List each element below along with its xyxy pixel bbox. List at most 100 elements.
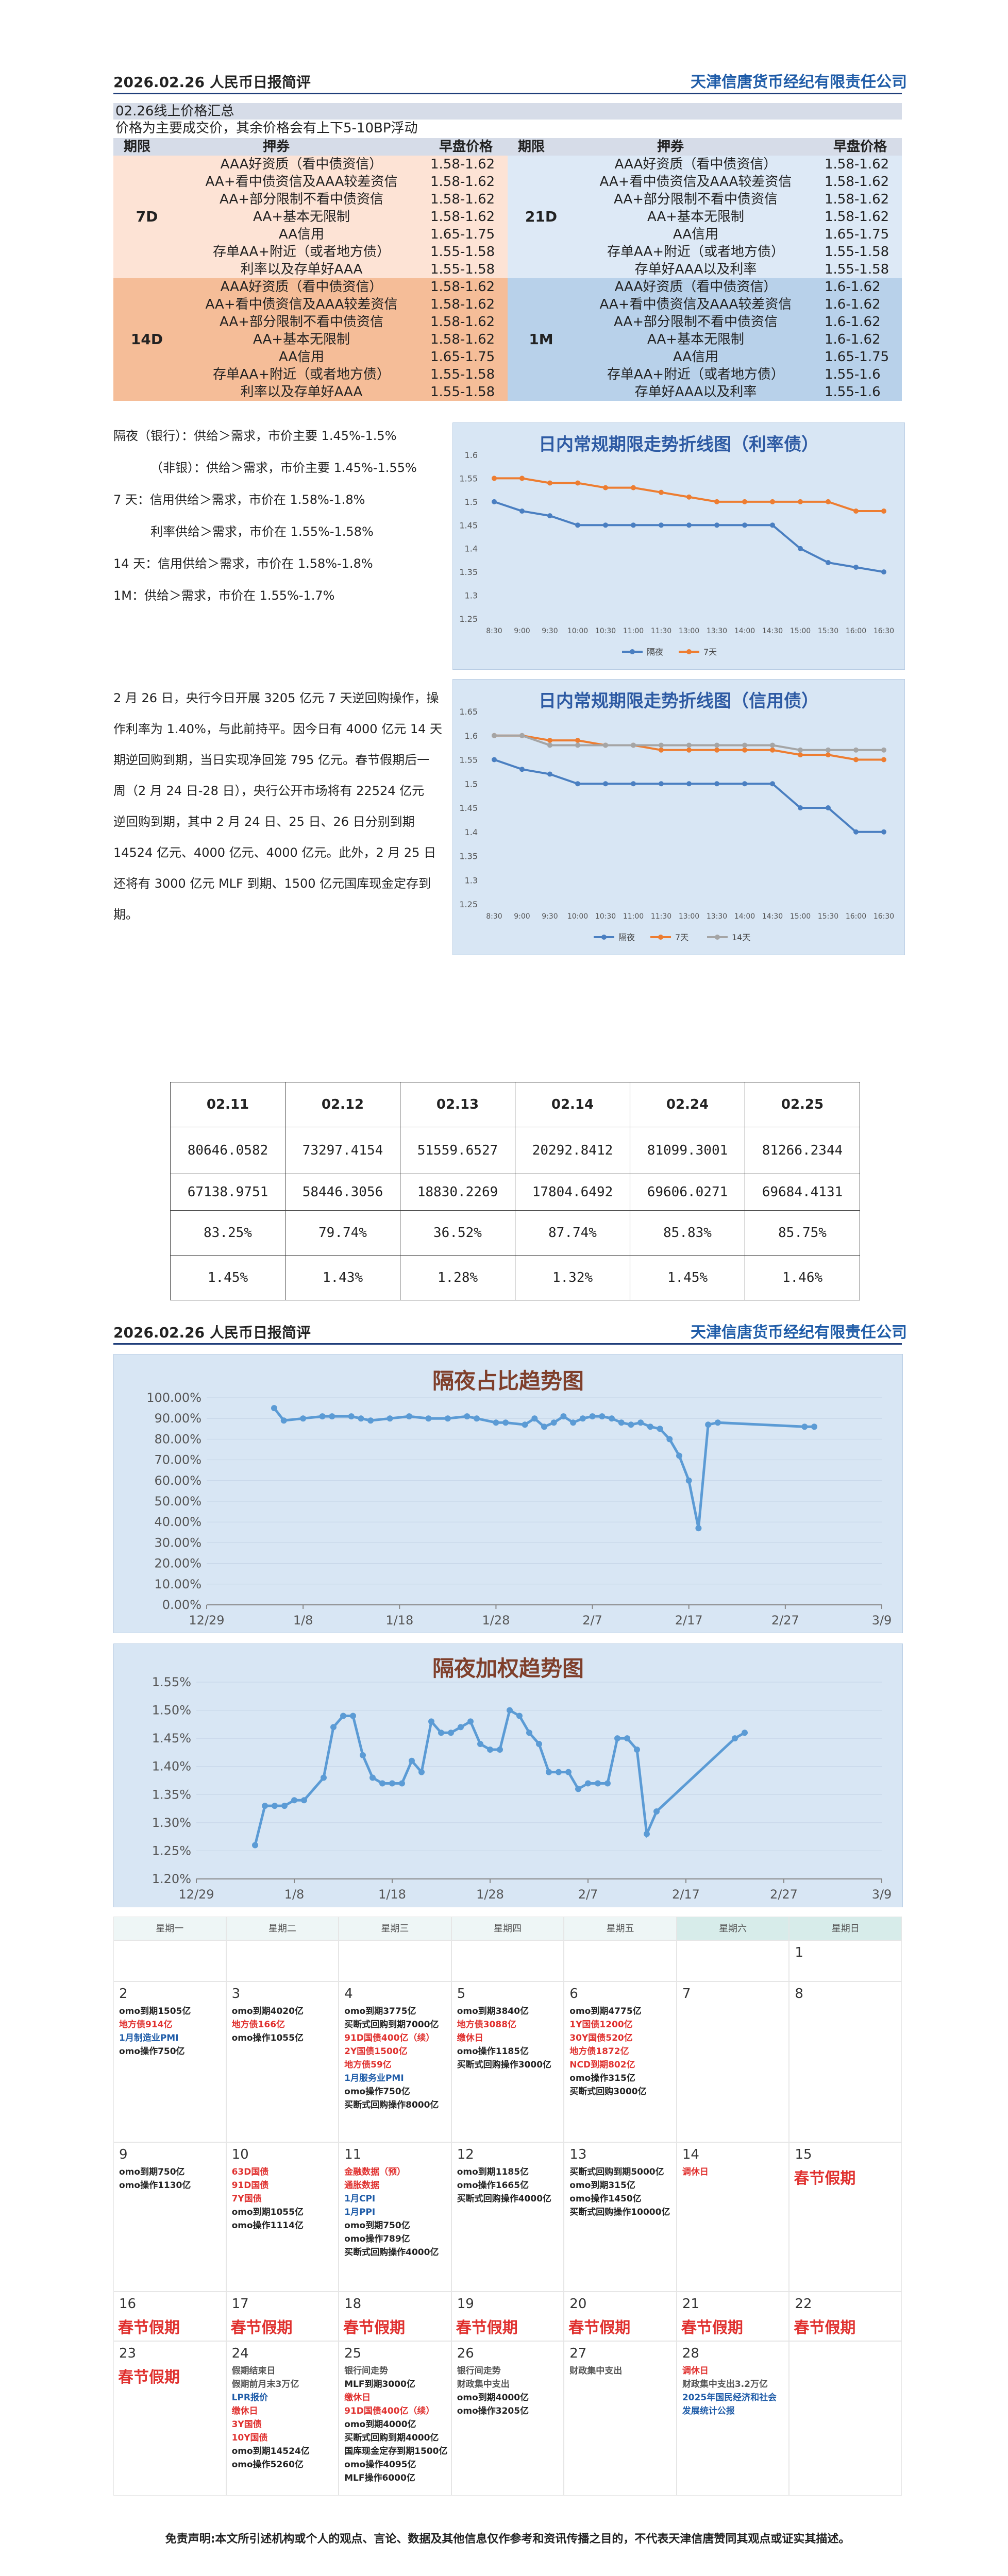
overnight-weighted-svg: 1.20% 1.25% 1.30% 1.35% 1.40% 1.45% 1.50% 1.55%… — [152, 1675, 892, 1902]
price-cell: 1.58-1.62 — [430, 279, 495, 295]
collateral-cell: AAA好资质（看中债资信） — [614, 279, 777, 295]
x-tick-label: 1/8 — [284, 1887, 305, 1902]
x-tick-label: 10:30 — [595, 627, 616, 635]
price-header-row: 期限 押券 早盘价格 — [113, 138, 508, 156]
price-summary-subtitle: 价格为主要成交价，其余价格会有上下5-10BP浮动 — [115, 121, 418, 136]
data-point — [547, 738, 552, 743]
calendar-event: 2025年国民经济和社会 — [682, 2393, 777, 2403]
data-point — [798, 546, 803, 551]
data-point — [464, 1413, 471, 1420]
price-cell: 1.58-1.62 — [825, 192, 889, 207]
data-point — [811, 1423, 817, 1430]
day-number: 23 — [119, 2346, 137, 2361]
y-tick-label: 1.6 — [465, 450, 478, 460]
table-cell: 73297.4154 — [285, 1127, 400, 1174]
calendar-day — [789, 2341, 902, 2496]
table-cell: 85.75% — [745, 1210, 860, 1256]
y-tick-label: 40.00% — [154, 1515, 201, 1529]
x-tick-label: 1/28 — [482, 1613, 510, 1628]
data-point — [348, 1413, 355, 1420]
calendar-event: 发展统计公报 — [682, 2406, 735, 2416]
commentary-line: 14524 亿元、4000 亿元、4000 亿元。此外，2 月 25 日 — [113, 845, 436, 860]
calendar-day: 27 财政集中支出 — [564, 2341, 677, 2496]
table-cell: 81099.3001 — [630, 1127, 745, 1174]
collateral-cell: 存单好AAA以及利率 — [634, 384, 757, 400]
data-point — [881, 569, 886, 575]
data-point — [853, 747, 859, 753]
term-label: 7D — [136, 208, 158, 225]
y-tick-label: 1.5 — [465, 497, 478, 507]
data-point — [438, 1730, 444, 1736]
calendar-day: 12 omo到期1185亿 omo操作1665亿 买断式回购操作4000亿 — [451, 2142, 564, 2292]
day-number: 9 — [119, 2147, 128, 2162]
data-point — [360, 1752, 366, 1758]
calendar-event: 63D国债 — [231, 2167, 269, 2177]
x-tick-label: 15:30 — [818, 912, 838, 921]
weekday-header: 星期三 — [339, 1917, 451, 1940]
table-date-header: 02.14 — [515, 1082, 630, 1127]
calendar-event: omo操作789亿 — [344, 2234, 410, 2244]
commentary-line: 还将有 3000 亿元 MLF 到期、1500 亿元国库现金定存到 — [113, 876, 431, 891]
calendar-event: 2Y国债1500亿 — [344, 2046, 408, 2057]
y-tick-label: 1.55 — [459, 755, 478, 765]
calendar-day: 9 omo到期750亿 omo操作1130亿 — [113, 2142, 226, 2292]
calendar-event: omo到期4020亿 — [231, 2006, 304, 2016]
data-point — [547, 742, 552, 748]
price-cell: 1.6-1.62 — [825, 297, 881, 312]
data-point — [487, 1746, 493, 1753]
calendar-day: 20 春节假期 — [564, 2292, 677, 2341]
data-point — [798, 747, 803, 753]
day-number: 2 — [119, 1986, 128, 2002]
data-point — [826, 499, 831, 504]
x-tick-label: 8:30 — [486, 627, 502, 635]
calendar-event: 地方债59亿 — [344, 2060, 392, 2070]
data-point — [826, 560, 831, 565]
y-tick-label: 1.40% — [152, 1759, 191, 1774]
data-point — [853, 757, 859, 762]
calendar-event: 买断式回购操作4000亿 — [457, 2194, 552, 2204]
price-summary: 02.26线上价格汇总 价格为主要成交价，其余价格会有上下5-10BP浮动 期限… — [113, 103, 902, 401]
data-point — [280, 1417, 287, 1424]
calendar-day: 7 — [676, 1981, 789, 2142]
data-point — [492, 733, 497, 738]
table-cell: 1.28% — [400, 1255, 515, 1300]
day-number: 7 — [682, 1986, 691, 2002]
data-point — [570, 1419, 577, 1426]
collateral-cell: 利率以及存单好AAA — [240, 384, 363, 400]
data-point — [686, 494, 692, 500]
table-cell: 83.25% — [170, 1210, 285, 1256]
price-cell: 1.6-1.62 — [825, 279, 881, 295]
commentary-line: 期。 — [113, 907, 138, 922]
table-cell: 36.52% — [400, 1210, 515, 1256]
calendar-day: 13 买断式回购到期5000亿 omo到期315亿 omo操作1450亿 买断式回购操作… — [564, 2142, 677, 2292]
table-cell: 67138.9751 — [170, 1174, 285, 1211]
legend-label: 7天 — [675, 933, 688, 942]
price-cell: 1.65-1.75 — [430, 227, 495, 242]
calendar-event: 91D国债400亿（续） — [344, 2033, 435, 2043]
y-tick-label: 1.20% — [152, 1872, 191, 1886]
collateral-cell: AAA好资质（看中债资信） — [220, 279, 383, 295]
intraday-credit-chart: 日内常规期限走势折线图（信用债） 1.25 1.3 1.35 1.4 1.45 1.5 1.… — [452, 679, 905, 955]
calendar-day: 14 调休日 — [676, 2142, 789, 2292]
day-number: 24 — [231, 2346, 249, 2361]
holiday-label: 春节假期 — [568, 2319, 631, 2337]
table-cell: 87.74% — [515, 1210, 630, 1256]
calendar-event: LPR报价 — [231, 2393, 268, 2403]
calendar-day — [339, 1940, 451, 1981]
weekday-header: 星期日 — [789, 1917, 902, 1940]
chart-title: 隔夜占比趋势图 — [432, 1368, 584, 1394]
collateral-cell: AA+看中债资信及AAA较差资信 — [599, 174, 792, 190]
data-point — [301, 1797, 307, 1804]
data-point — [477, 1741, 483, 1748]
data-point — [556, 1769, 562, 1775]
data-point — [389, 1780, 395, 1787]
calendar-day — [226, 1940, 339, 1981]
y-tick-label: 1.6 — [465, 731, 478, 741]
legend-label: 14天 — [732, 933, 750, 942]
calendar-day: 18 春节假期 — [339, 2292, 451, 2341]
note-7d-rate: 利率供给＞需求，市价在 1.55%-1.58% — [150, 524, 374, 539]
calendar-event: 假期结束日 — [231, 2366, 276, 2376]
calendar-event: 地方债3088亿 — [457, 2020, 517, 2030]
y-tick-label: 10.00% — [154, 1577, 201, 1591]
y-tick-label: 1.45% — [152, 1731, 191, 1745]
